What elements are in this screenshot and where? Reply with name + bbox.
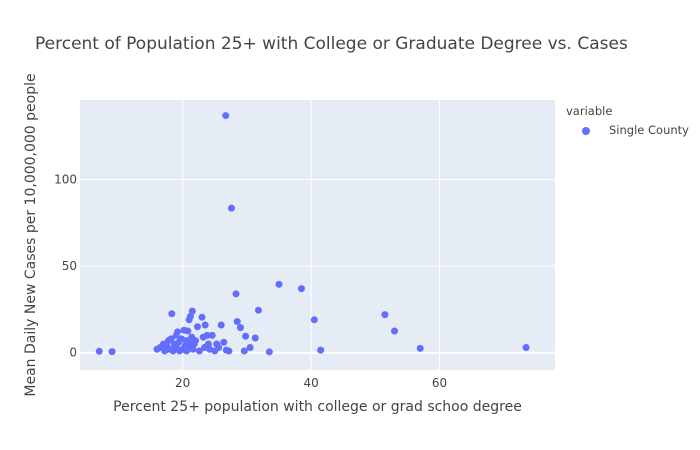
x-tick-labels: 20 40 60: [175, 376, 447, 390]
data-point[interactable]: [522, 344, 530, 351]
legend-marker-icon: [582, 127, 590, 135]
y-tick-label: 100: [54, 173, 77, 187]
data-point[interactable]: [215, 344, 223, 351]
x-tick-label: 40: [303, 376, 318, 390]
data-point[interactable]: [310, 316, 318, 324]
plot-area[interactable]: [80, 100, 555, 370]
data-point[interactable]: [297, 285, 305, 293]
data-point[interactable]: [240, 347, 248, 355]
data-point[interactable]: [242, 332, 250, 340]
data-point[interactable]: [217, 321, 225, 329]
x-tick-label: 60: [432, 376, 447, 390]
data-point[interactable]: [193, 323, 201, 331]
data-point[interactable]: [381, 311, 389, 319]
legend-item-single-county[interactable]: Single County: [570, 123, 700, 139]
data-point[interactable]: [184, 327, 192, 335]
data-point[interactable]: [167, 335, 175, 343]
data-point[interactable]: [254, 306, 262, 314]
data-point[interactable]: [391, 327, 399, 335]
grid-lines: [80, 100, 555, 370]
data-point[interactable]: [233, 318, 241, 326]
data-point[interactable]: [222, 112, 230, 120]
data-point[interactable]: [246, 344, 254, 351]
y-tick-label: 50: [62, 259, 77, 273]
y-tick-label: 0: [69, 346, 77, 360]
x-axis-label: Percent 25+ population with college or g…: [113, 399, 522, 415]
data-point[interactable]: [188, 307, 196, 315]
x-tick-label: 20: [175, 376, 190, 390]
data-point[interactable]: [201, 321, 209, 329]
data-point[interactable]: [108, 348, 116, 356]
data-point[interactable]: [192, 337, 200, 345]
y-axis-label: Mean Daily New Cases per 10,000,000 peop…: [23, 73, 39, 396]
data-point[interactable]: [225, 347, 233, 355]
legend-title: variable: [566, 104, 613, 118]
data-point[interactable]: [236, 324, 244, 332]
data-point[interactable]: [265, 348, 273, 356]
data-point[interactable]: [208, 331, 216, 339]
data-points: [95, 112, 530, 356]
y-tick-labels: 0 50 100: [54, 173, 77, 360]
data-point[interactable]: [232, 290, 240, 298]
data-point[interactable]: [275, 280, 283, 288]
data-point[interactable]: [198, 313, 206, 321]
data-point[interactable]: [317, 346, 325, 354]
legend-item-label: Single County: [609, 123, 689, 137]
data-point[interactable]: [220, 338, 228, 346]
data-point[interactable]: [227, 204, 235, 212]
data-point[interactable]: [168, 310, 176, 318]
legend: variable Single County: [566, 104, 689, 137]
data-point[interactable]: [95, 347, 103, 355]
data-point[interactable]: [195, 347, 203, 355]
chart-title: Percent of Population 25+ with College o…: [35, 34, 628, 54]
data-point[interactable]: [203, 331, 211, 339]
data-point[interactable]: [416, 344, 424, 352]
data-point[interactable]: [251, 334, 259, 342]
data-point[interactable]: [174, 328, 182, 336]
